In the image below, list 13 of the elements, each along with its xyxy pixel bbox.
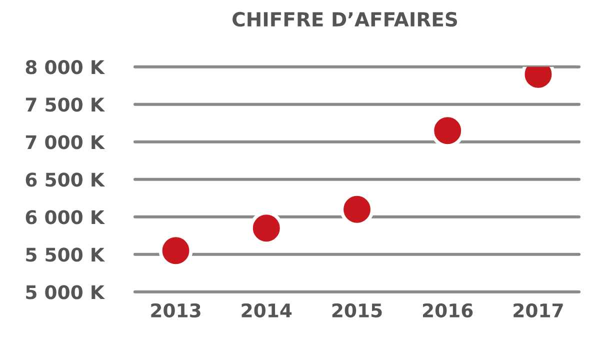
y-tick-label: 5 500 K <box>26 248 106 262</box>
y-tick-label: 8 000 K <box>26 60 106 74</box>
x-tick-label: 2016 <box>423 303 473 318</box>
x-tick-label: 2013 <box>151 303 200 318</box>
x-tick-label: 2015 <box>332 303 382 318</box>
y-tick-label: 6 000 K <box>26 210 106 224</box>
y-tick-label: 6 500 K <box>26 172 106 187</box>
x-tick-label: 2014 <box>242 303 292 318</box>
y-tick-label: 7 000 K <box>26 135 106 150</box>
chart-title: CHIFFRE D’AFFAIRES <box>232 12 457 27</box>
y-tick-label: 7 500 K <box>26 98 106 112</box>
x-tick-label: 2017 <box>514 303 563 318</box>
y-tick-label: 5 000 K <box>26 285 106 300</box>
